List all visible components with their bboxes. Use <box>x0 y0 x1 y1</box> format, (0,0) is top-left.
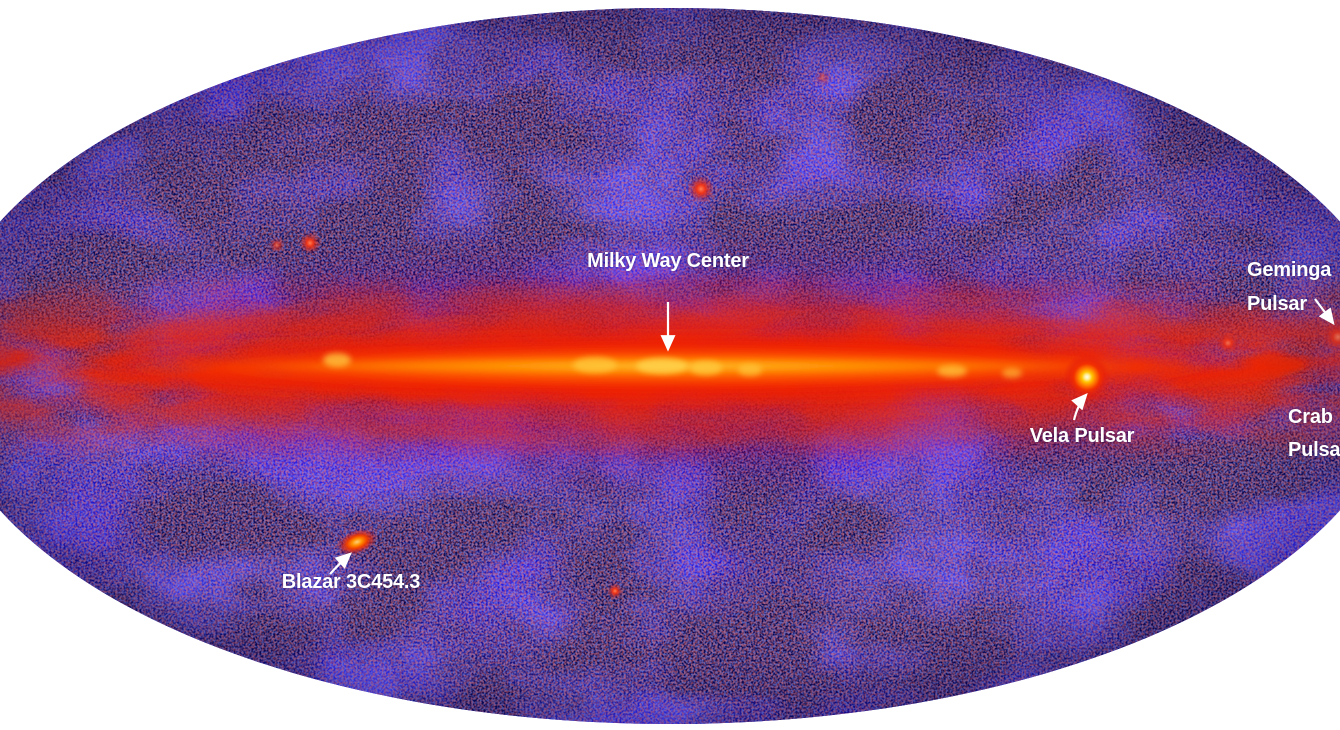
ellipse-edge-shading <box>0 8 1340 724</box>
geminga-pulsar-arrow-icon <box>1314 298 1335 326</box>
annotation-arrows <box>329 298 1335 575</box>
vela-pulsar-arrow-icon <box>1071 393 1088 421</box>
blazar-3c454-3-arrow-icon <box>329 552 352 575</box>
